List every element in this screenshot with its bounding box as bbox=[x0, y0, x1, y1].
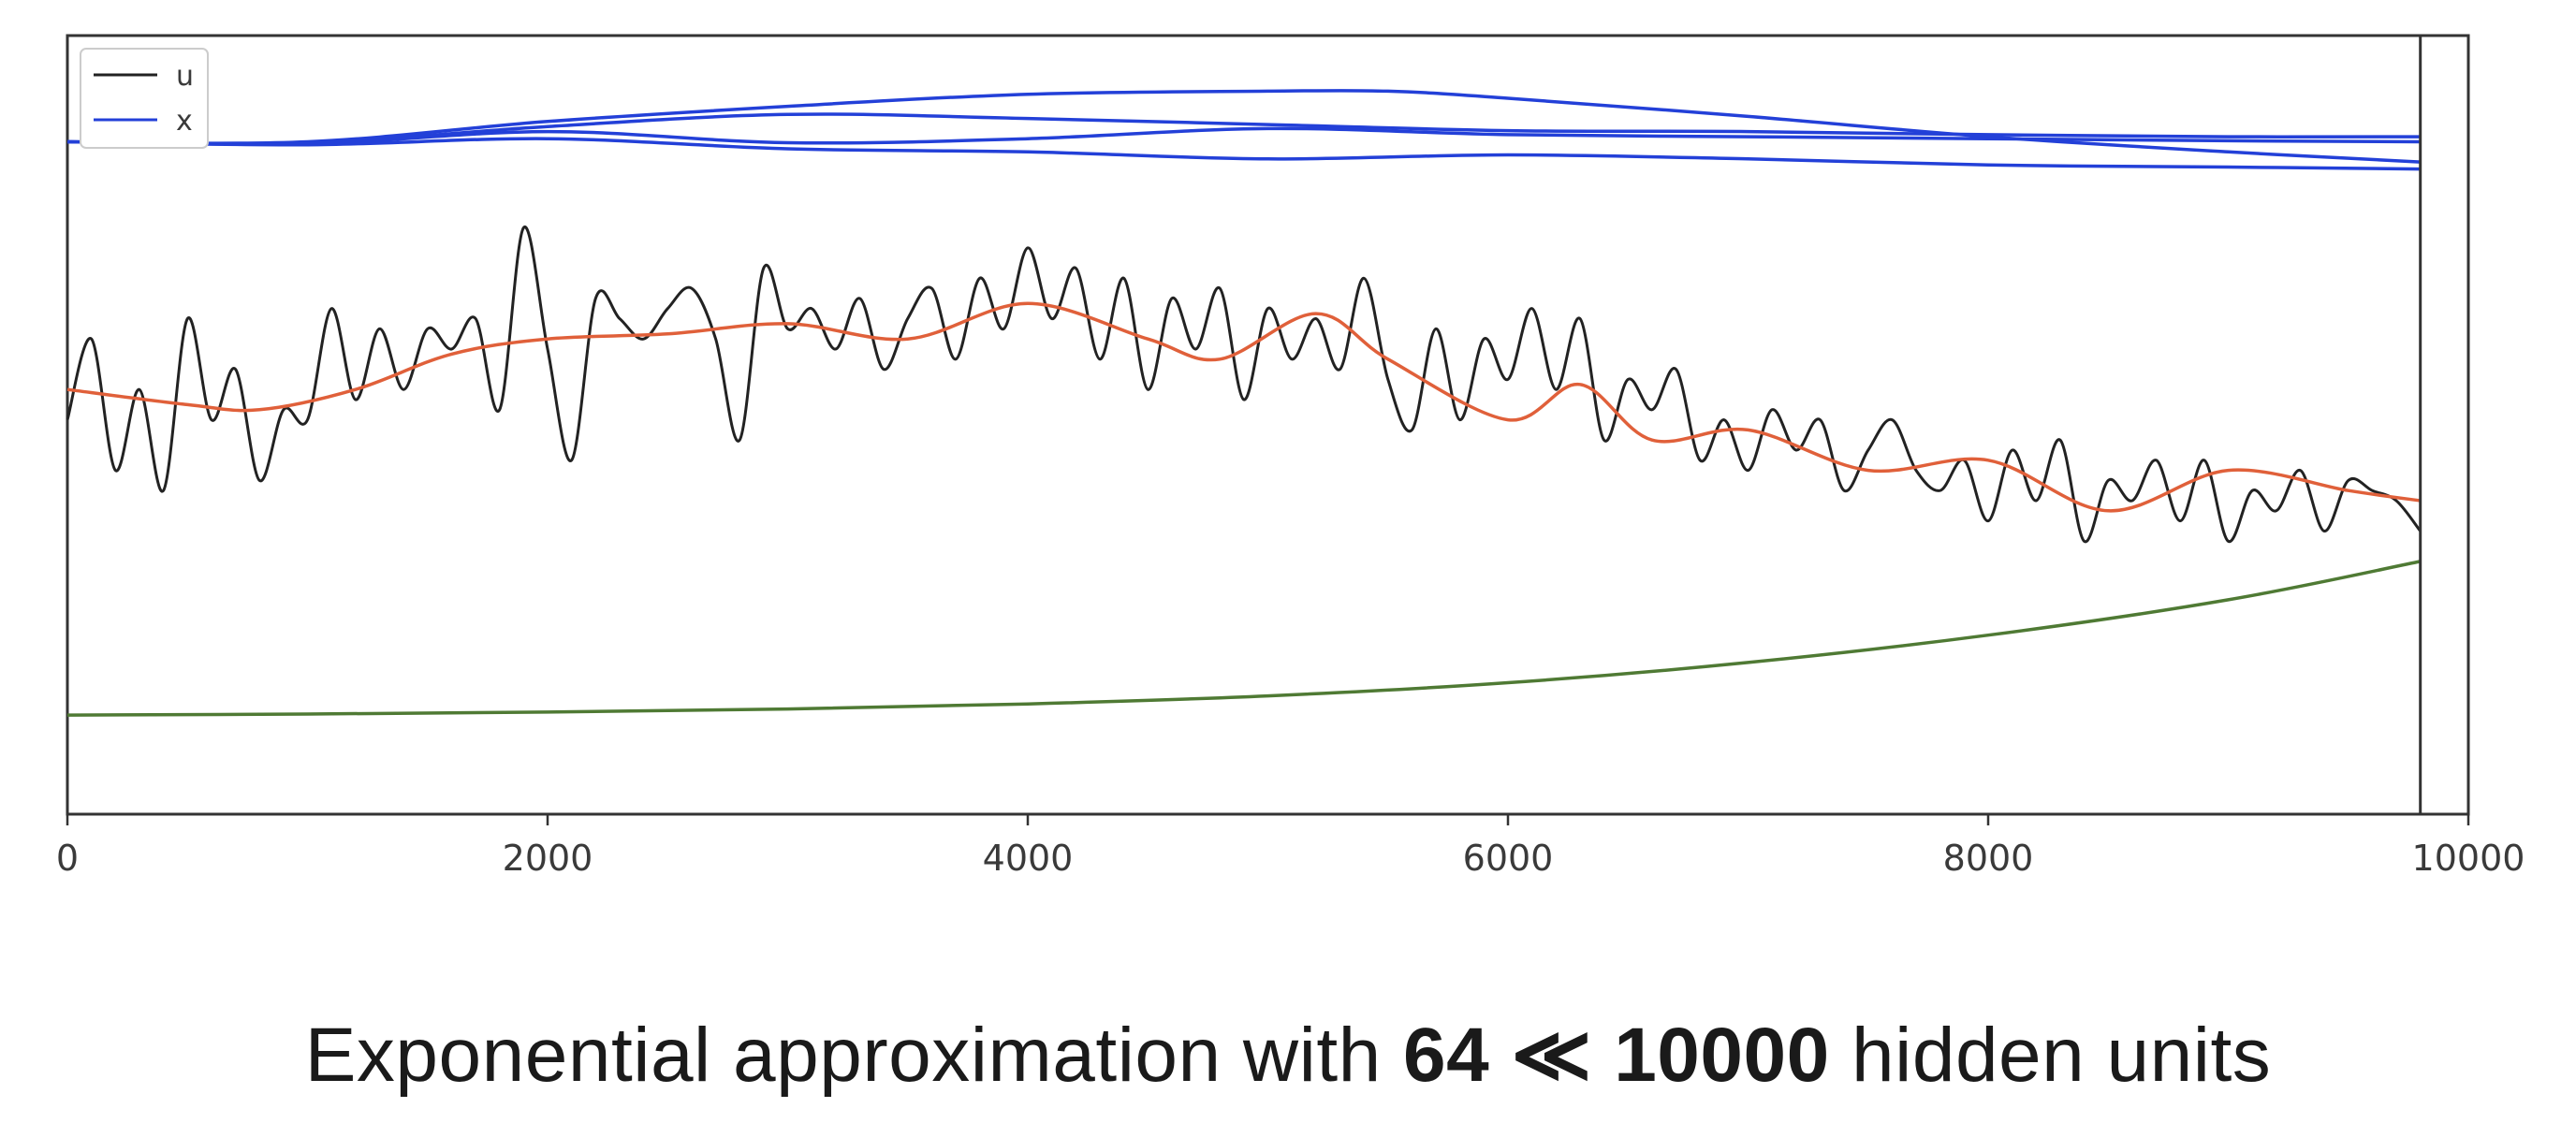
caption: Exponential approximation with 64 ≪ 1000… bbox=[0, 1011, 2576, 1100]
x-tick-label: 8000 bbox=[1943, 838, 2034, 879]
series-line-x-1 bbox=[66, 112, 2421, 146]
caption-relation: ≪ bbox=[1511, 1013, 1592, 1098]
series-line-u-4 bbox=[66, 226, 2422, 543]
series-line-exponential-6 bbox=[66, 560, 2422, 717]
legend-label-x: x bbox=[176, 105, 193, 138]
x-tick-label: 0 bbox=[56, 838, 79, 879]
series-line-x-3 bbox=[66, 137, 2421, 171]
caption-prefix: Exponential approximation with bbox=[304, 1013, 1382, 1098]
legend: u x bbox=[80, 48, 209, 149]
series-line-approximation-5 bbox=[66, 301, 2421, 513]
x-tick-label: 6000 bbox=[1463, 838, 1554, 879]
x-tick-label: 10000 bbox=[2412, 838, 2525, 879]
series-line-x-2 bbox=[66, 126, 2421, 146]
series-layer bbox=[66, 88, 2422, 717]
x-tick-label: 4000 bbox=[983, 838, 1074, 879]
caption-num-a: 64 bbox=[1403, 1013, 1490, 1098]
x-axis: 0 2000 4000 6000 8000 10000 bbox=[56, 814, 2525, 879]
caption-num-b: 10000 bbox=[1614, 1013, 1830, 1098]
caption-suffix: hidden units bbox=[1852, 1013, 2272, 1098]
legend-label-u: u bbox=[176, 60, 194, 93]
x-tick-label: 2000 bbox=[503, 838, 593, 879]
